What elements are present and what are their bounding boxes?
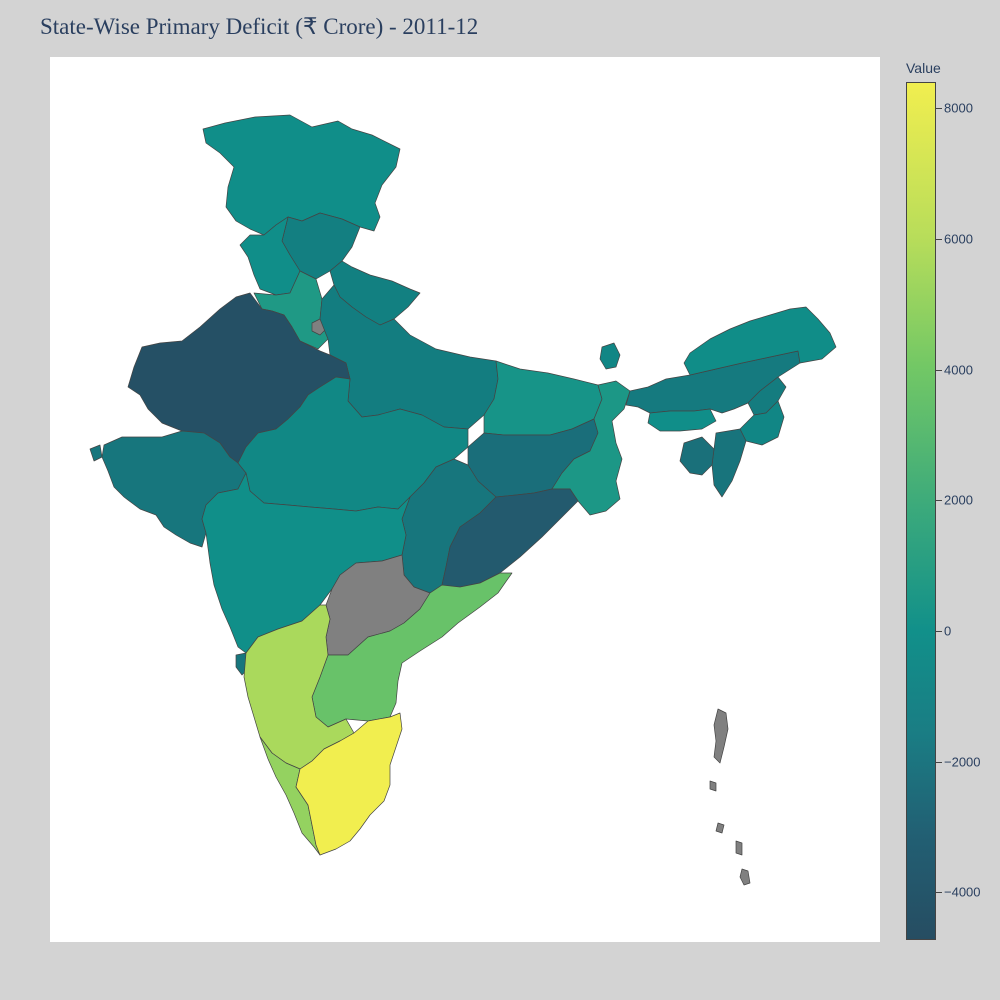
colorbar-tick-label: 6000 bbox=[944, 231, 973, 247]
colorbar-tick bbox=[936, 108, 942, 110]
region-andaman-nicobar[interactable] bbox=[709, 708, 751, 886]
region-tamil-nadu[interactable] bbox=[295, 712, 403, 856]
region-west-bengal[interactable] bbox=[551, 380, 631, 516]
region-jammu-kashmir[interactable] bbox=[202, 114, 401, 236]
colorbar-tick-label: 0 bbox=[944, 623, 952, 639]
colorbar-tick bbox=[936, 500, 942, 502]
india-map bbox=[89, 114, 837, 886]
region-maharashtra[interactable] bbox=[201, 472, 411, 654]
chart-title: State-Wise Primary Deficit (₹ Crore) - 2… bbox=[40, 14, 479, 39]
colorbar-tick-label: 4000 bbox=[944, 362, 973, 377]
colorbar-tick-label: 8000 bbox=[944, 100, 973, 116]
colorbar-tick-label: −2000 bbox=[944, 754, 981, 770]
colorbar-title: Value bbox=[906, 60, 941, 76]
colorbar-tick-label: 2000 bbox=[944, 492, 973, 508]
colorbar bbox=[906, 82, 936, 940]
colorbar-tick bbox=[936, 630, 942, 632]
region-tripura[interactable] bbox=[679, 436, 715, 476]
region-delhi[interactable] bbox=[311, 318, 327, 336]
colorbar-tick bbox=[936, 761, 942, 763]
map-area bbox=[50, 57, 880, 942]
colorbar-tick bbox=[936, 892, 942, 894]
colorbar-tick-label: −4000 bbox=[944, 884, 981, 900]
region-sikkim[interactable] bbox=[599, 342, 621, 370]
region-arunachal-pradesh[interactable] bbox=[683, 306, 837, 376]
region-mizoram[interactable] bbox=[711, 428, 747, 498]
region-andhra-pradesh[interactable] bbox=[311, 572, 513, 728]
region-meghalaya[interactable] bbox=[647, 408, 717, 432]
colorbar-tick bbox=[936, 238, 942, 240]
colorbar-tick bbox=[936, 369, 942, 371]
